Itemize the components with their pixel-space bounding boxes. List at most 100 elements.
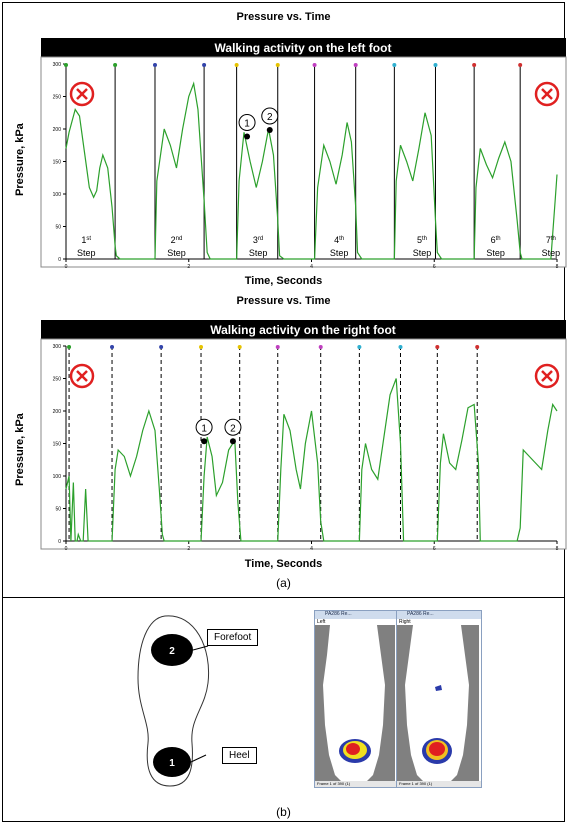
chart1-cross-stroke (76, 88, 88, 100)
foot-outline (137, 615, 210, 787)
chart2-step-marker (159, 345, 164, 349)
chart1-step-number: 5th (417, 235, 427, 245)
chart1-title-bar (41, 38, 566, 57)
scan-left-window: PA286 Re... Left Frame 1 of 390 (1) (314, 610, 398, 788)
chart2-ytick-label: 0 (58, 539, 61, 545)
chart1-callout-dot (266, 127, 273, 133)
chart1-step-number: 1st (81, 235, 91, 245)
forefoot-label: Forefoot (207, 629, 259, 646)
chart1-step-number: 7th (546, 235, 556, 245)
chart1-title: Walking activity on the left foot (215, 41, 392, 55)
chart1-ytick-label: 100 (53, 192, 62, 198)
chart1-step-marker (152, 63, 157, 67)
chart2-ytick-label: 200 (53, 409, 62, 415)
chart1-cross-stroke (541, 88, 553, 100)
chart1-step-marker (312, 63, 317, 67)
chart2-callout-label: 1 (201, 423, 207, 434)
chart1-step-marker (392, 63, 397, 67)
chart1-xtick-label: 0 (65, 264, 68, 270)
chart1-step-number: 6th (491, 235, 501, 245)
chart1-ytick-label: 150 (53, 160, 62, 166)
chart2-step-marker (275, 345, 280, 349)
chart1-xlabel: Time, Seconds (244, 275, 323, 287)
chart1-ytick-label: 50 (55, 225, 61, 231)
heel-sensor-num: 1 (169, 758, 175, 769)
chart2-title: Walking activity on the right foot (210, 323, 396, 337)
chart2-xtick-label: 6 (433, 546, 436, 552)
chart2-xtick-label: 4 (310, 546, 313, 552)
chart2-ytick-label: 250 (53, 377, 62, 383)
chart1-callout-label: 1 (244, 119, 250, 130)
chart1-step-word: Step (413, 248, 432, 258)
chart1-step-word: Step (542, 248, 561, 258)
chart2-step-marker (435, 345, 440, 349)
chart1-ytick-label: 200 (53, 127, 62, 133)
chart2-ytick-label: 50 (55, 507, 61, 513)
chart1-plot-frame (40, 56, 567, 268)
chart2-step-marker (398, 345, 403, 349)
chart2-callout-circle (224, 418, 242, 436)
heel-sensor (153, 747, 191, 777)
chart2-step-marker (110, 345, 115, 349)
scan-left-side: Left (317, 619, 326, 625)
chart1-xtick-label: 8 (556, 264, 559, 270)
chart2-callout-label: 2 (230, 423, 236, 434)
chart2-cross-stroke (76, 370, 88, 382)
chart1-ytick-label: 250 (53, 95, 62, 101)
chart1-step-marker (202, 63, 207, 67)
chart1-step-number: 3rd (253, 235, 263, 245)
heel-label: Heel (222, 747, 257, 764)
chart2-step-marker (199, 345, 204, 349)
caption-b: (b) (276, 805, 291, 819)
scan-right-titlebar: PA286 Re... (397, 611, 481, 619)
chart2-callout-dot (201, 438, 208, 445)
scan-right-side: Right (399, 619, 411, 625)
scan-left-titlebar: PA286 Re... (315, 611, 397, 619)
forefoot-sensor (151, 634, 193, 666)
chart1-plot: Walking activity on the left foot 0 50 100 1… (40, 38, 567, 270)
chart1-xtick-label: 2 (187, 264, 190, 270)
scan-left-status: Frame 1 of 390 (1) (315, 781, 397, 787)
chart1-step-number: 2nd (171, 235, 183, 245)
chart2-xlabel: Time, Seconds (244, 558, 323, 570)
chart2-xtick-label: 8 (556, 546, 559, 552)
chart1-step-number: 4th (334, 235, 344, 245)
scan-left-image (315, 625, 395, 781)
chart1-header: Pressure vs. Time (236, 11, 331, 23)
chart2-xtick-label: 2 (187, 546, 190, 552)
panel-divider (2, 597, 565, 598)
chart2-ytick-label: 150 (53, 442, 62, 448)
chart2-step-marker (237, 345, 242, 349)
scan-right-status: Frame 1 of 390 (1) (397, 781, 481, 787)
chart2-step-marker (475, 345, 480, 349)
chart1-step-marker (64, 63, 68, 67)
chart1-series-line (65, 81, 558, 260)
chart1-step-marker (234, 63, 239, 67)
chart1-step-word: Step (330, 248, 349, 258)
chart1-callout-dot (244, 133, 251, 140)
foot-diagram: 2 1 (137, 615, 210, 787)
chart1-step-word: Step (77, 248, 96, 258)
chart2-xtick-label: 0 (65, 546, 68, 552)
chart1-ytick-label: 300 (53, 62, 62, 68)
chart2-callout-circle (195, 418, 213, 436)
chart1-callout-label: 2 (267, 112, 273, 123)
chart2-title-bar (41, 320, 566, 339)
chart1-xtick-label: 6 (433, 264, 436, 270)
chart1-step-word: Step (249, 248, 268, 258)
chart2-cross-stroke (541, 370, 553, 382)
chart2-ytick-label: 100 (53, 474, 62, 480)
chart2-callout-dot (229, 438, 236, 445)
chart2-step-marker (318, 345, 323, 349)
chart1-callout-circle (238, 114, 256, 131)
chart1-ytick-label: 0 (58, 257, 61, 263)
scan-right-window: PA286 Re... Right Frame 1 of 390 (1) (396, 610, 482, 788)
chart2-series-line (65, 378, 558, 542)
chart2-plot-frame (40, 338, 567, 550)
chart2-plot: Walking activity on the right foot 0 50 100… (40, 320, 567, 552)
chart1-xtick-label: 4 (310, 264, 313, 270)
chart2-ytick-label: 300 (53, 344, 62, 350)
chart1-step-word: Step (486, 248, 505, 258)
chart2-step-marker (357, 345, 362, 349)
chart1-step-marker (433, 63, 438, 67)
